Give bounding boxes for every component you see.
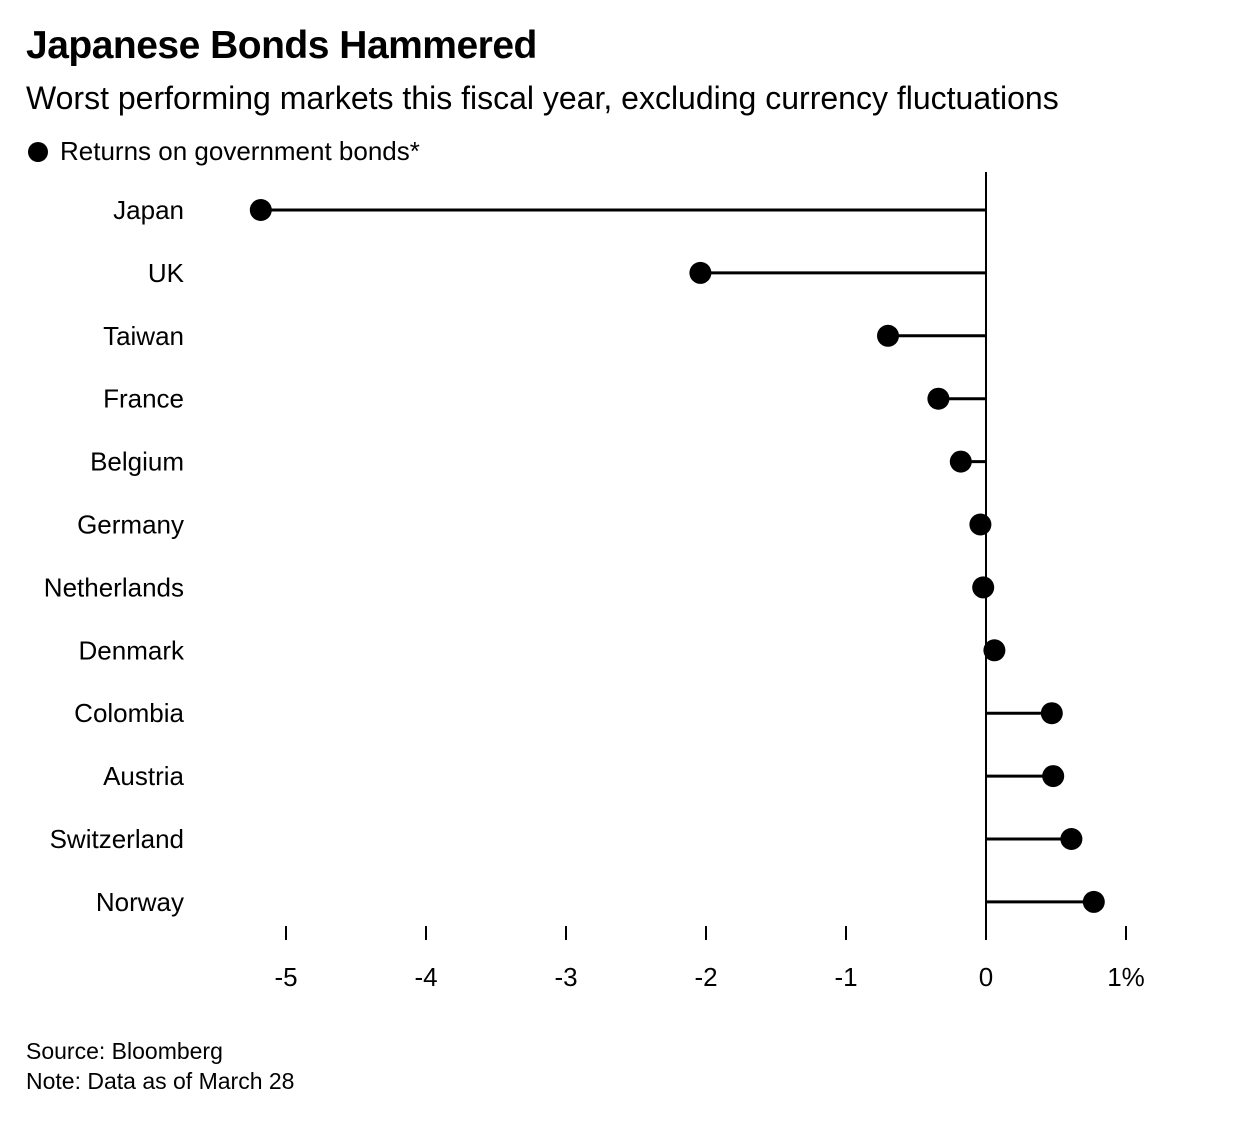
x-tick-label: -5: [274, 962, 297, 992]
data-point: [969, 513, 992, 536]
footer: Source: Bloomberg Note: Data as of March…: [26, 1036, 294, 1096]
category-label: Austria: [103, 761, 184, 791]
x-tick-label: -3: [554, 962, 577, 992]
source-note: Source: Bloomberg: [26, 1038, 223, 1064]
category-label: Netherlands: [44, 572, 184, 602]
category-label: Norway: [96, 887, 184, 917]
data-point: [1060, 828, 1083, 850]
x-tick-label: -4: [414, 962, 437, 992]
legend-label: Returns on government bonds*: [60, 136, 420, 166]
category-label: Japan: [113, 195, 184, 225]
data-point: [689, 261, 712, 284]
data-point: [983, 639, 1006, 662]
data-point: [972, 576, 995, 599]
category-label: Switzerland: [50, 824, 184, 854]
data-point: [927, 387, 950, 410]
x-tick-label: 0: [979, 962, 993, 992]
data-point: [1082, 890, 1105, 913]
chart-title: Japanese Bonds Hammered: [26, 24, 537, 67]
category-label: France: [103, 384, 184, 414]
data-point: [949, 450, 972, 473]
category-label: Germany: [77, 510, 184, 540]
category-label: Colombia: [74, 698, 184, 728]
x-tick-label: -1: [834, 962, 857, 992]
data-point: [1042, 765, 1065, 788]
data-point: [1040, 702, 1063, 725]
data-point: [877, 324, 899, 347]
category-label: Denmark: [79, 635, 185, 665]
chart-subtitle: Worst performing markets this fiscal yea…: [26, 80, 1059, 116]
legend: Returns on government bonds*: [28, 136, 420, 167]
category-label: Belgium: [90, 447, 184, 477]
x-tick-label: -2: [694, 962, 717, 992]
data-point: [249, 199, 272, 221]
category-label: Taiwan: [103, 321, 184, 351]
data-note: Note: Data as of March 28: [26, 1068, 295, 1094]
x-tick-label: 1%: [1107, 962, 1145, 992]
legend-marker-icon: [28, 141, 48, 162]
category-label: UK: [148, 258, 185, 288]
